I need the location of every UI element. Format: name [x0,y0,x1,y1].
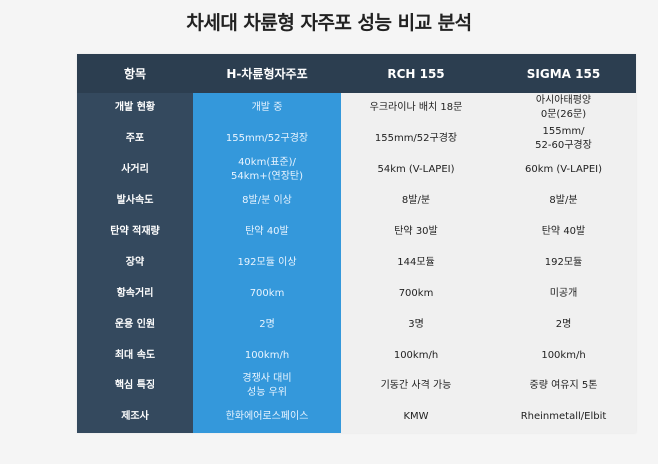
table-cell: 아시아태평양 0문(26문) [491,93,636,124]
table-cell: 155mm/ 52-60구경장 [491,123,636,155]
row-label: 개발 현황 [77,93,193,124]
table-cell: 100km/h [341,340,491,372]
table-cell: 144모듈 [341,247,491,279]
table-cell: 40km(표준)/ 54km+(연장탄) [193,154,341,186]
table-cell: 700km [193,278,341,310]
table-cell: 192모듈 [491,247,636,279]
table-cell: 60km (V-LAPEI) [491,154,636,186]
table-cell: 탄약 40발 [491,216,636,248]
table-cell: 100km/h [491,340,636,372]
comparison-table: 항목 H-차륜형자주포 RCH 155 SIGMA 155 개발 현황 개발 중 우크라이나… [77,54,636,433]
table-cell: 8발/분 [491,185,636,217]
table-cell: 155mm/52구경장 [193,123,341,155]
page-title: 차세대 차륜형 자주포 성능 비교 분석 [186,12,472,34]
row-label: 운용 인원 [77,309,193,341]
table-cell: 중량 여유지 5톤 [491,371,636,402]
row-label: 항속거리 [77,278,193,310]
row-label: 탄약 적재량 [77,216,193,248]
table-cell: 한화에어로스페이스 [193,401,341,433]
table-cell: 700km [341,278,491,310]
table-cell: 54km (V-LAPEI) [341,154,491,186]
table-cell: 8발/분 이상 [193,185,341,217]
column-header: 항목 [77,54,193,93]
column-header: SIGMA 155 [491,54,636,93]
row-label: 사거리 [77,154,193,186]
table-cell: 탄약 30발 [341,216,491,248]
table-cell: 기동간 사격 가능 [341,371,491,402]
table-cell: Rheinmetall/Elbit [491,401,636,433]
table-cell: 100km/h [193,340,341,372]
table-cell: KMW [341,401,491,433]
table-cell: 개발 중 [193,93,341,124]
table-cell: 2명 [491,309,636,341]
table-cell: 8발/분 [341,185,491,217]
table-cell: 192모듈 이상 [193,247,341,279]
row-label: 최대 속도 [77,340,193,372]
row-label: 발사속도 [77,185,193,217]
row-label: 제조사 [77,401,193,433]
table-cell: 미공개 [491,278,636,310]
table-cell: 3명 [341,309,491,341]
row-label: 장약 [77,247,193,279]
column-header: H-차륜형자주포 [193,54,341,93]
table-cell: 우크라이나 배치 18문 [341,93,491,124]
column-header: RCH 155 [341,54,491,93]
row-label: 주포 [77,123,193,155]
table-cell: 경쟁사 대비 성능 우위 [193,371,341,402]
table-cell: 2명 [193,309,341,341]
table-cell: 탄약 40발 [193,216,341,248]
table-cell: 155mm/52구경장 [341,123,491,155]
row-label: 핵심 특징 [77,371,193,402]
